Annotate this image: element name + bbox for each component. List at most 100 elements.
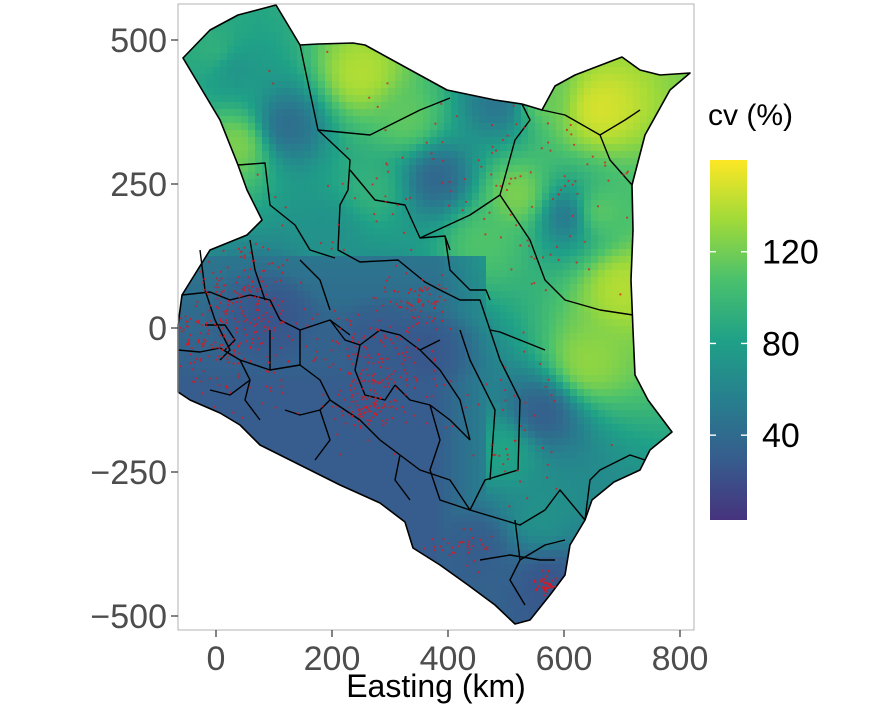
cv-cell <box>220 277 228 285</box>
cv-cell <box>521 165 529 173</box>
cv-cell <box>556 431 564 439</box>
cv-cell <box>248 431 256 439</box>
cv-cell <box>339 193 347 201</box>
cv-cell <box>542 109 550 117</box>
cv-cell <box>612 431 620 439</box>
cv-cell <box>304 137 312 145</box>
cv-cell <box>626 256 634 264</box>
cv-cell <box>577 382 585 390</box>
cv-cell <box>472 249 480 257</box>
cv-cell <box>423 438 431 446</box>
cv-cell <box>619 242 627 250</box>
cv-cell <box>339 263 347 271</box>
cv-cell <box>577 158 585 166</box>
cv-cell <box>486 354 494 362</box>
cv-cell <box>612 466 620 474</box>
cv-cell <box>311 200 319 208</box>
cv-cell <box>402 88 410 96</box>
cv-cell <box>598 165 606 173</box>
cv-cell <box>395 74 403 82</box>
cv-cell <box>472 277 480 285</box>
cv-cell <box>612 340 620 348</box>
cv-cell <box>633 382 641 390</box>
cv-cell <box>633 116 641 124</box>
cv-cell <box>605 361 613 369</box>
cv-cell <box>381 333 389 341</box>
cv-cell <box>213 368 221 376</box>
cv-cell <box>563 165 571 173</box>
cv-cell <box>367 256 375 264</box>
cv-cell <box>479 410 487 418</box>
cv-cell <box>185 326 193 334</box>
cv-cell <box>465 137 473 145</box>
cv-cell <box>374 438 382 446</box>
cv-cell <box>542 438 550 446</box>
cv-cell <box>332 165 340 173</box>
cv-cell <box>486 438 494 446</box>
cv-cell <box>241 424 249 432</box>
cv-cell <box>269 165 277 173</box>
cv-cell <box>619 151 627 159</box>
cv-cell <box>479 277 487 285</box>
cv-cell <box>269 46 277 54</box>
cv-cell <box>346 277 354 285</box>
cv-cell <box>381 354 389 362</box>
cv-cell <box>353 403 361 411</box>
cv-cell <box>185 354 193 362</box>
cv-cell <box>416 144 424 152</box>
cv-cell <box>262 228 270 236</box>
cv-cell <box>262 347 270 355</box>
cv-cell <box>269 438 277 446</box>
cv-cell <box>479 214 487 222</box>
cv-cell <box>353 193 361 201</box>
cv-cell <box>374 431 382 439</box>
cv-cell <box>444 375 452 383</box>
cv-cell <box>528 410 536 418</box>
cv-cell <box>416 424 424 432</box>
cv-cell <box>269 361 277 369</box>
cv-cell <box>388 326 396 334</box>
cv-cell <box>437 151 445 159</box>
cv-cell <box>577 305 585 313</box>
cv-cell <box>542 179 550 187</box>
cv-cell <box>206 60 214 68</box>
cv-cell <box>283 452 291 460</box>
cv-cell <box>269 403 277 411</box>
cv-cell <box>612 368 620 376</box>
cv-cell <box>283 81 291 89</box>
cv-cell <box>297 445 305 453</box>
cv-cell <box>570 109 578 117</box>
cv-cell <box>409 179 417 187</box>
cv-cell <box>626 382 634 390</box>
cv-cell <box>542 249 550 257</box>
cv-cell <box>584 207 592 215</box>
cv-cell <box>248 368 256 376</box>
cv-cell <box>570 291 578 299</box>
cv-cell <box>227 60 235 68</box>
cv-cell <box>591 277 599 285</box>
cv-cell <box>423 340 431 348</box>
cv-cell <box>213 256 221 264</box>
cv-cell <box>570 410 578 418</box>
cv-cell <box>500 284 508 292</box>
cv-cell <box>339 123 347 131</box>
cv-cell <box>325 102 333 110</box>
cv-cell <box>430 249 438 257</box>
cv-cell <box>304 88 312 96</box>
cv-cell <box>381 277 389 285</box>
cv-cell <box>486 221 494 229</box>
cv-cell <box>598 305 606 313</box>
cv-cell <box>423 235 431 243</box>
cv-cell <box>290 95 298 103</box>
cv-cell <box>514 396 522 404</box>
cv-cell <box>437 186 445 194</box>
cv-cell <box>605 312 613 320</box>
cv-cell <box>346 389 354 397</box>
cv-cell <box>367 375 375 383</box>
cv-cell <box>353 53 361 61</box>
cv-cell <box>402 137 410 145</box>
cv-cell <box>325 193 333 201</box>
cv-cell <box>507 466 515 474</box>
cv-cell <box>563 214 571 222</box>
cv-cell <box>430 347 438 355</box>
